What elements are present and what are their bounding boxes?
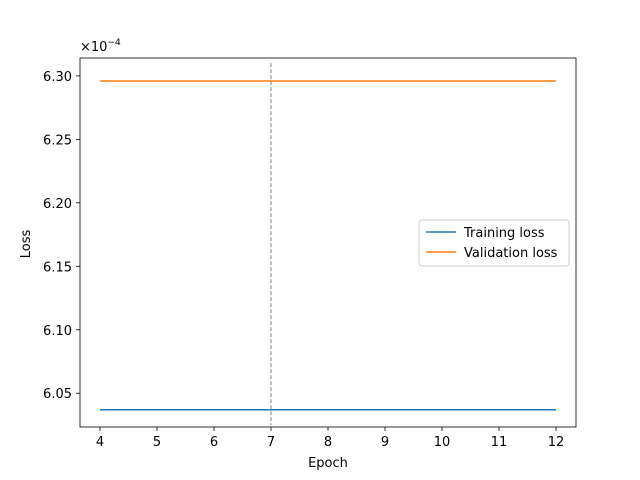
x-axis-label: Epoch [308, 456, 348, 471]
x-tick-label: 12 [548, 435, 565, 450]
y-axis-scale-base: ×10 [80, 40, 107, 55]
x-tick-label: 4 [96, 435, 104, 450]
y-tick-label: 6.25 [43, 133, 72, 148]
y-tick-label: 6.20 [43, 197, 72, 212]
axes-frame [79, 57, 577, 428]
x-tick-label: 7 [267, 435, 275, 450]
x-tick-label: 5 [153, 435, 161, 450]
x-tick-label: 8 [324, 435, 332, 450]
y-tick-label: 6.15 [43, 260, 72, 275]
legend-entry-label: Training loss [463, 226, 545, 241]
x-tick-label: 11 [491, 435, 508, 450]
y-tick-label: 6.30 [43, 70, 72, 85]
y-axis-scale-factor: ×10−4 [80, 38, 121, 55]
y-axis-label: Loss [19, 230, 34, 259]
legend: Training loss Validation loss [418, 219, 570, 267]
x-tick-label: 6 [210, 435, 218, 450]
y-tick-label: 6.05 [43, 387, 72, 402]
plot-area: 4 5 6 7 8 9 10 11 12 6.05 6.10 6.15 6.20 6.25 6.30 Trai… [43, 57, 577, 450]
x-tick-label: 9 [381, 435, 389, 450]
legend-entry-label: Validation loss [464, 246, 558, 261]
x-tick-label: 10 [434, 435, 451, 450]
y-axis-scale-exponent: −4 [107, 38, 121, 48]
y-tick-label: 6.10 [43, 324, 72, 339]
legend-box [418, 219, 570, 267]
